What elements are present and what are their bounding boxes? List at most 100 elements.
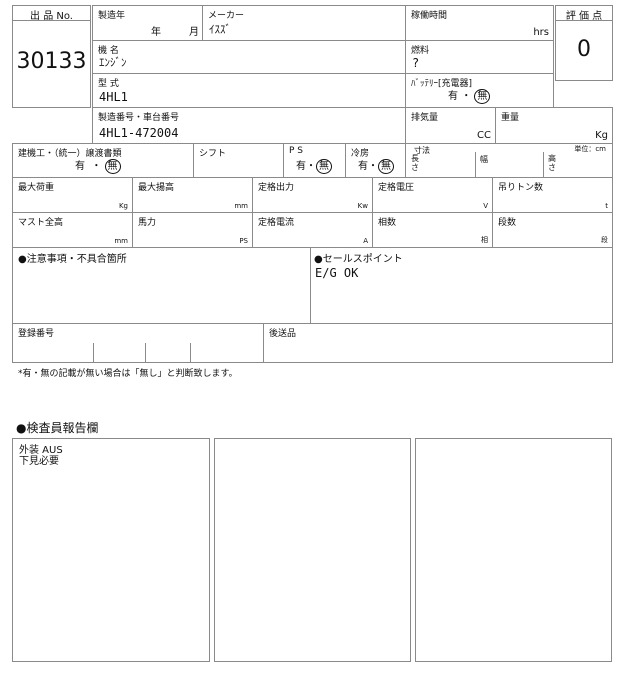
spec-unit: mm [234,202,248,210]
spec-mast-height: マスト全高 mm [12,212,133,248]
spec-unit: Kg [118,202,128,210]
serial-label: 製造番号・車台番号 [98,113,180,123]
transfer-docs-field: 建機工・（統一）譲渡書類有 ・ 無 [12,143,194,178]
width-label: 幅 [480,155,488,164]
maker-value: ｲｽｽﾞ [209,23,231,36]
aircon-field: 冷房有・無 [345,143,406,178]
lot-label: 出 品 No. [30,11,73,22]
hours-field: 稼働時間 hrs [405,5,554,41]
displacement-unit: CC [477,130,491,141]
spec-unit: 段 [601,236,608,244]
battery-yes: 有 [448,91,458,102]
spec-label: 定格出力 [258,183,295,193]
model-type-value: 4HL1 [99,90,128,104]
ps-label: P S [289,146,304,156]
spec-unit: V [483,202,488,210]
notes-box: ●注意事項・不具合箇所 [12,247,311,324]
spec-label: 馬力 [138,218,157,228]
fuel-field: 燃料? [405,40,554,74]
score-label: 評 価 点 [565,11,603,22]
spec-stages: 段数段 [492,212,613,248]
spec-label: 最大揚高 [138,183,175,193]
separator: ・ [91,161,102,172]
battery-field: ﾊﾞｯﾃﾘｰ[充電器] 有 ・ 無 [405,73,554,108]
lot-number-header: 出 品 No. [12,5,91,22]
spec-unit: Kw [357,202,368,210]
inspector-note-line: 外装 AUS [19,445,63,456]
inspector-report-title: ●検査員報告欄 [16,421,99,435]
registration-box: 登録番号 [12,323,264,363]
inspector-box-1: 外装 AUS 下見必要 [12,438,210,662]
spec-unit: t [605,202,608,210]
aircon-label: 冷房 [351,149,370,159]
height-label: 高さ [548,154,556,172]
transfer-docs-label: 建機工・（統一）譲渡書類 [18,149,122,159]
later-items-box: 後送品 [263,323,613,363]
lot-number: 30133 [16,49,87,74]
spec-phases: 相数相 [372,212,493,248]
spec-max-load: 最大荷重 Kg [12,177,133,213]
inspector-box-3 [415,438,612,662]
divider [475,152,476,177]
spec-max-lift: 最大揚高 mm [132,177,253,213]
shift-field: シフト [193,143,284,178]
ps-yes: 有 [296,161,306,172]
fuel-label: 燃料 [411,46,430,56]
aircon-no-circled: 無 [378,159,394,174]
shift-label: シフト [199,149,227,159]
registration-label: 登録番号 [18,329,55,339]
model-type-field: 型 式 4HL1 [92,73,406,108]
sales-point-box: ●セールスポイント E/G OK [310,247,613,324]
hours-label: 稼働時間 [411,11,448,21]
inspector-box-2 [214,438,411,662]
battery-label: ﾊﾞｯﾃﾘｰ[充電器] [411,79,473,89]
inspector-note-line: 下見必要 [19,456,59,467]
transfer-docs-yes: 有 [75,161,85,172]
notes-label: ●注意事項・不具合箇所 [18,254,127,265]
divider [190,343,191,363]
spec-label: マスト全高 [18,218,64,228]
model-name-field: 機 名ｴﾝｼﾞﾝ [92,40,406,74]
spec-unit: mm [114,237,128,245]
year-label: 製造年 [98,11,126,21]
fuel-value: ? [412,56,420,70]
lot-number-box: 30133 [12,20,91,108]
score-box: 0 [555,20,613,81]
separator: ・ [461,91,472,102]
displacement-label: 排気量 [411,113,439,123]
separator: ・ [368,161,378,172]
spec-unit: PS [239,237,248,245]
weight-label: 重量 [501,113,520,123]
battery-no-circled: 無 [474,89,491,104]
later-items-label: 後送品 [269,329,297,339]
model-name-value: ｴﾝｼﾞﾝ [99,56,127,69]
model-type-label: 型 式 [98,79,119,89]
maker-label: メーカー [208,11,245,21]
transfer-docs-no-circled: 無 [104,159,121,174]
aircon-yes: 有 [358,161,368,172]
maker-field: メーカー ｲｽｽﾞ [202,5,406,41]
month-unit: 月 [189,27,199,38]
dimensions-unit-note: 単位：cm [574,145,606,153]
ps-field: P S 有・無 [283,143,346,178]
score-header: 評 価 点 [555,5,613,22]
spec-unit: A [363,237,368,245]
dimensions-field: 寸法 単位：cm 長さ 幅 高さ [405,143,613,178]
spec-label: 最大荷重 [18,183,55,193]
sales-point-label: ●セールスポイント [314,254,403,265]
length-label: 長さ [411,154,419,172]
spec-label: 段数 [498,218,517,228]
spec-label: 吊りトン数 [498,183,544,193]
divider [543,152,544,177]
serial-field: 製造番号・車台番号 4HL1-472004 [92,107,406,144]
ps-no-circled: 無 [316,159,332,174]
spec-rated-output: 定格出力 Kw [252,177,373,213]
spec-label: 定格電圧 [378,183,415,193]
separator: ・ [306,161,316,172]
weight-field: 重量 Kg [495,107,613,144]
spec-horsepower: 馬力 PS [132,212,253,248]
dimensions-label: 寸法 [414,146,430,155]
weight-unit: Kg [595,130,608,141]
year-field: 製造年年 月 [92,5,203,41]
spec-label: 定格電流 [258,218,295,228]
